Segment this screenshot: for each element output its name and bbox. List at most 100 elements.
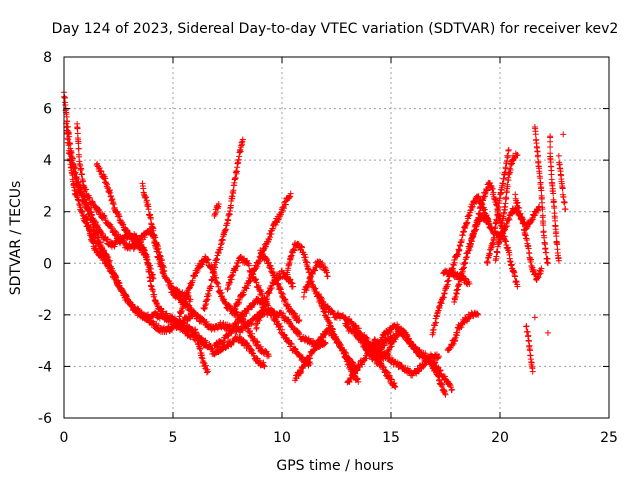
data-point — [99, 230, 106, 237]
data-point — [150, 225, 157, 232]
data-point — [105, 258, 112, 265]
data-point — [199, 261, 206, 268]
y-tick-label: -4 — [38, 359, 52, 375]
data-point — [192, 272, 199, 279]
data-point — [119, 287, 126, 294]
data-point — [241, 318, 248, 325]
y-tick-label: 4 — [43, 153, 52, 169]
data-point — [321, 339, 328, 346]
data-point — [134, 239, 141, 246]
data-point — [253, 338, 260, 345]
data-point — [194, 334, 201, 341]
data-point — [72, 174, 79, 181]
data-point — [194, 268, 201, 275]
data-point — [92, 244, 99, 251]
data-point — [182, 328, 189, 335]
data-point — [280, 310, 287, 317]
data-point — [163, 329, 170, 336]
data-point — [98, 168, 105, 175]
data-point — [233, 309, 240, 316]
data-point — [89, 198, 96, 205]
data-point — [102, 217, 109, 224]
data-point — [170, 286, 177, 293]
data-point — [106, 257, 113, 264]
data-point — [134, 305, 141, 312]
data-point — [135, 306, 142, 313]
data-point — [62, 102, 69, 109]
data-point — [254, 339, 261, 346]
data-point — [91, 234, 98, 241]
data-point — [192, 329, 199, 336]
y-tick-label: 6 — [43, 102, 52, 118]
data-point — [248, 320, 255, 327]
data-point — [96, 242, 103, 249]
data-point — [151, 291, 158, 298]
data-point — [75, 140, 82, 147]
y-tick-label: 8 — [43, 50, 52, 66]
data-point — [143, 194, 150, 201]
data-point — [239, 327, 246, 334]
data-point — [96, 206, 103, 213]
data-point — [167, 285, 174, 292]
data-point — [149, 318, 156, 325]
data-point — [105, 254, 112, 261]
data-point — [143, 197, 150, 204]
data-point — [257, 343, 264, 350]
data-point — [189, 277, 196, 284]
data-point — [74, 125, 81, 132]
x-axis-title: GPS time / hours — [276, 458, 393, 474]
data-point — [90, 232, 97, 239]
data-point — [104, 252, 111, 259]
grid-lines — [64, 57, 609, 418]
data-point — [161, 268, 168, 275]
data-point — [120, 221, 127, 228]
data-point — [95, 243, 102, 250]
data-point — [204, 296, 211, 303]
data-point — [120, 239, 127, 246]
data-point — [157, 253, 164, 260]
data-point — [187, 296, 194, 303]
data-point — [108, 223, 115, 230]
data-point — [322, 340, 329, 347]
x-tick-label: 25 — [600, 430, 618, 446]
data-point — [150, 275, 157, 282]
data-point — [75, 145, 82, 152]
data-point — [96, 165, 103, 172]
data-point — [203, 318, 210, 325]
data-point — [205, 256, 212, 263]
data-point — [141, 248, 148, 255]
data-point — [98, 245, 105, 252]
data-point — [226, 303, 233, 310]
data-point — [183, 294, 190, 301]
data-point — [108, 224, 115, 231]
data-point — [226, 303, 233, 310]
y-axis-title: SDTVAR / TECUs — [8, 181, 24, 296]
data-point — [141, 234, 148, 241]
data-point — [165, 279, 172, 286]
data-point — [129, 301, 136, 308]
data-point — [295, 330, 302, 337]
data-point — [202, 339, 209, 346]
data-point — [179, 320, 186, 327]
data-point — [144, 315, 151, 322]
data-point — [182, 299, 189, 306]
data-point — [112, 241, 119, 248]
x-tick-label: 15 — [382, 430, 400, 446]
data-point — [180, 324, 187, 331]
data-point — [179, 320, 186, 327]
data-markers — [61, 89, 569, 398]
data-point — [94, 160, 101, 167]
x-tick-label: 0 — [60, 430, 69, 446]
data-point — [79, 171, 86, 178]
y-tick-label: -2 — [38, 308, 52, 324]
data-point — [158, 256, 165, 263]
data-point — [65, 142, 72, 149]
chart-title: Day 124 of 2023, Sidereal Day-to-day VTE… — [52, 21, 619, 37]
y-tick-label: -6 — [38, 411, 52, 427]
x-tick-label: 10 — [273, 430, 291, 446]
data-point — [144, 253, 151, 260]
y-tick-label: 2 — [43, 205, 52, 221]
data-point — [78, 165, 85, 172]
data-point — [145, 206, 152, 213]
